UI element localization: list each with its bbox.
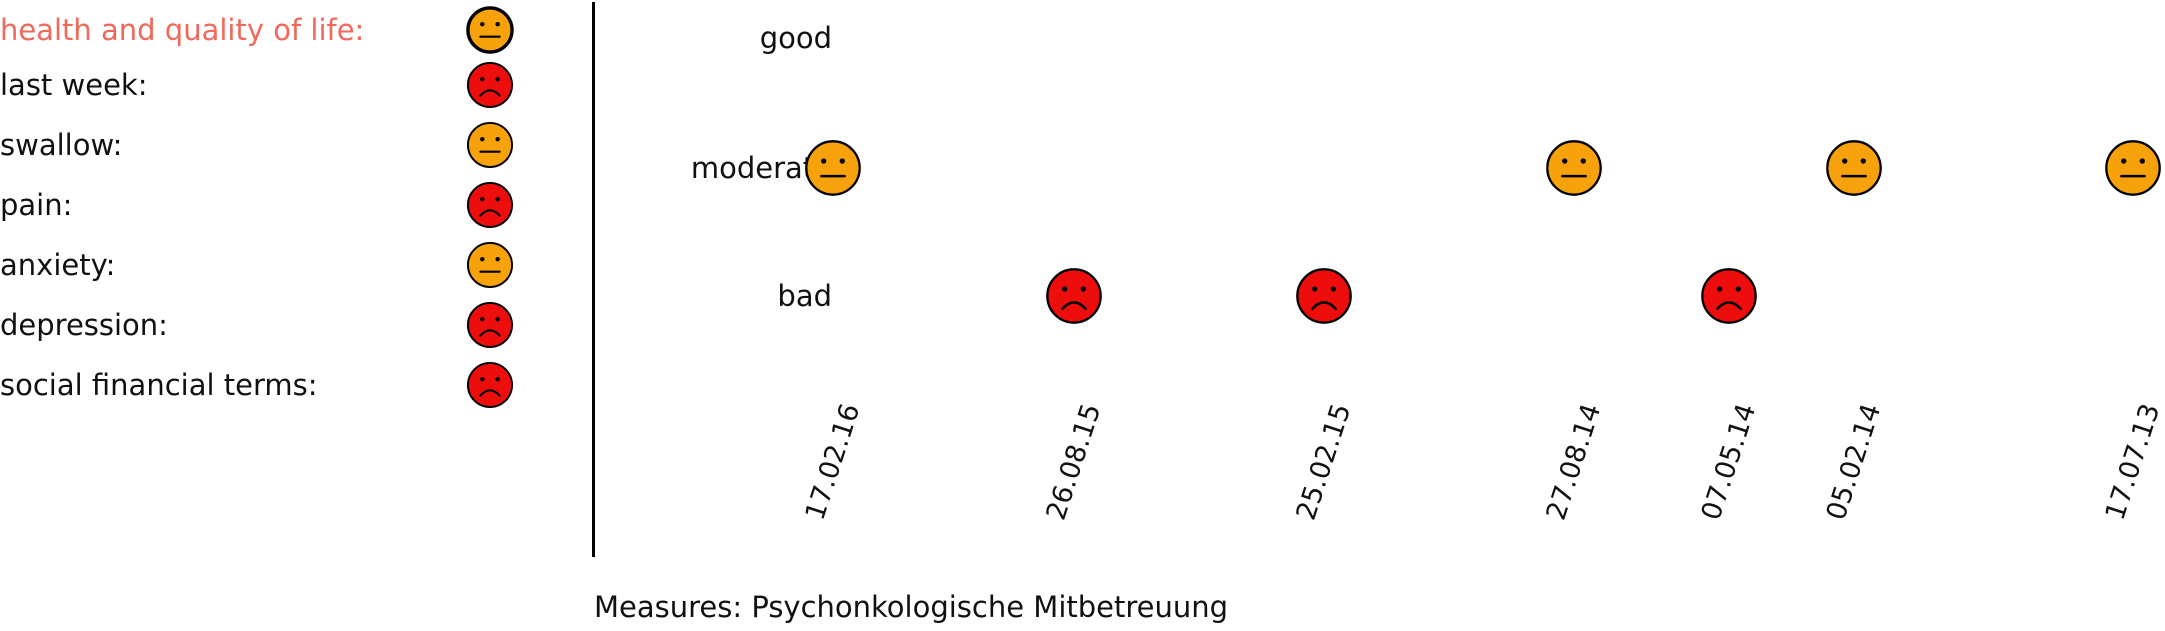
sad-face-icon [466, 301, 514, 349]
date-tick-label: 17.07.13 [2099, 400, 2165, 524]
neutral-face-icon [466, 241, 514, 289]
measures-footer: Measures: Psychonkologische Mitbetreuung [594, 590, 1229, 624]
category-panel: health and quality of life: last week: swa… [0, 0, 560, 631]
category-row: last week: [0, 55, 560, 115]
category-label: last week: [0, 68, 148, 102]
date-tick-label: 05.02.14 [1820, 400, 1888, 524]
category-label: pain: [0, 188, 73, 222]
category-label: swallow: [0, 128, 123, 162]
sad-face-icon [466, 61, 514, 109]
category-label: social financial terms: [0, 368, 318, 402]
date-tick-label: 26.08.15 [1040, 400, 1108, 524]
category-label: anxiety: [0, 248, 116, 282]
date-tick-label: 27.08.14 [1541, 400, 1608, 524]
sad-face-icon [466, 361, 514, 409]
category-row: pain: [0, 175, 560, 235]
data-point-sad-face-icon [1295, 267, 1353, 325]
category-row: anxiety: [0, 235, 560, 295]
mood-timeline-chart: good moderate bad 17.02.16 26.08.15 25.02.15 2… [600, 0, 2165, 600]
data-point-sad-face-icon [1045, 267, 1103, 325]
level-label-bad: bad [777, 279, 832, 313]
level-label-good: good [759, 21, 832, 55]
date-tick-label: 17.02.16 [799, 400, 867, 524]
sad-face-icon [466, 181, 514, 229]
data-point-neutral-face-icon [1825, 139, 1883, 197]
data-point-neutral-face-icon [804, 139, 862, 197]
vertical-divider [592, 2, 595, 557]
neutral-face-icon [466, 6, 514, 54]
data-point-sad-face-icon [1700, 267, 1758, 325]
data-point-neutral-face-icon [1545, 139, 1603, 197]
level-label-moderate: moderate [690, 151, 832, 185]
neutral-face-icon [466, 121, 514, 169]
category-label: health and quality of life: [0, 13, 365, 47]
date-tick-label: 25.02.15 [1290, 400, 1358, 524]
data-point-neutral-face-icon [2104, 139, 2162, 197]
date-tick-label: 07.05.14 [1695, 400, 1762, 524]
category-row: depression: [0, 295, 560, 355]
category-row: social financial terms: [0, 355, 560, 415]
category-row: health and quality of life: [0, 0, 560, 60]
category-label: depression: [0, 308, 168, 342]
category-row: swallow: [0, 115, 560, 175]
